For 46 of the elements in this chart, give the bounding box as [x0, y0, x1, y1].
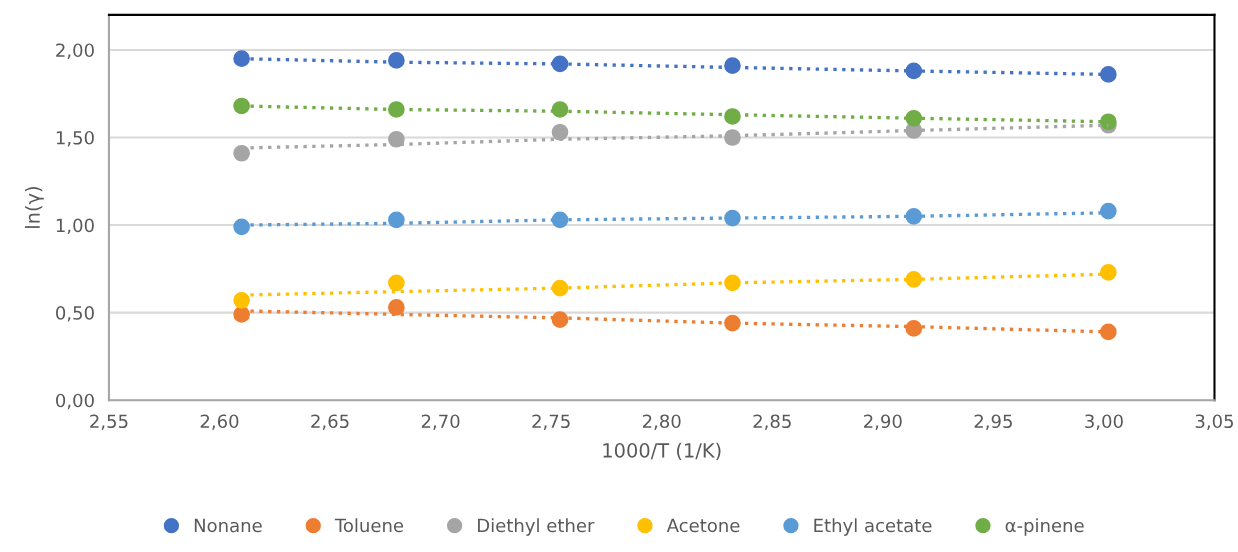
x-tick-label: 2,95	[974, 414, 1012, 430]
point	[233, 97, 250, 115]
x-tick-label: 2,60	[200, 414, 239, 430]
point	[388, 130, 405, 148]
point	[905, 207, 923, 225]
point	[551, 123, 569, 141]
x-tick-label: 2,80	[642, 414, 681, 430]
point	[233, 292, 250, 309]
x-tick-label: 3,05	[1195, 414, 1233, 430]
x-tick-label: 2,55	[90, 414, 128, 430]
point	[1100, 202, 1117, 220]
point	[1100, 323, 1117, 341]
point	[388, 299, 405, 316]
x-tick-label: 3,00	[1085, 414, 1123, 430]
point	[1100, 66, 1117, 83]
y-tick-label: 0,00	[56, 393, 94, 410]
x-tick-label: 2,75	[532, 414, 570, 430]
point	[233, 50, 250, 68]
x-tick-label: 2,85	[753, 414, 791, 430]
point	[551, 211, 569, 229]
point	[388, 211, 405, 229]
legend-label: Diethyl ether	[478, 518, 595, 536]
point	[233, 144, 250, 162]
point	[905, 320, 923, 337]
point	[551, 101, 569, 118]
x-tick-label: 2,65	[311, 414, 349, 430]
point	[905, 271, 923, 288]
point	[905, 62, 923, 80]
y-tick-label: 1,00	[56, 218, 94, 235]
x-tick-label: 2,90	[864, 414, 902, 430]
legend-label: Ethyl acetate	[814, 518, 932, 536]
legend-label: α-pinene	[1005, 518, 1084, 536]
point	[233, 218, 250, 236]
y-tick-label: 1,50	[56, 130, 94, 147]
legend-label: Toluene	[334, 518, 404, 533]
point	[388, 101, 405, 118]
x-axis-title: 1000/T (1/K)	[603, 442, 721, 461]
y-axis-title: ln(γ)	[24, 187, 44, 228]
point	[1100, 264, 1117, 281]
y-tick-label: 0,50	[56, 306, 94, 322]
x-tick-label: 2,70	[421, 414, 460, 430]
y-tick-label: 2,00	[56, 43, 94, 59]
legend-label: Acetone	[666, 518, 740, 533]
point	[905, 109, 923, 127]
legend-label: Nonane	[194, 518, 262, 533]
point	[388, 274, 405, 292]
